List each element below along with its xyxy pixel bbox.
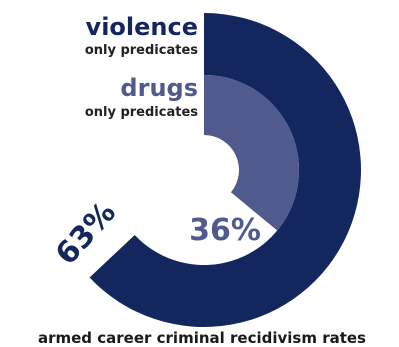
- violence-label: violence: [86, 13, 198, 41]
- drugs-sublabel: only predicates: [85, 105, 198, 120]
- violence-ring: [89, 13, 362, 327]
- drugs-value-label: 36%: [189, 213, 261, 248]
- drugs-label: drugs: [120, 74, 198, 102]
- drugs-ring: [204, 75, 299, 231]
- violence-sublabel: only predicates: [85, 43, 198, 58]
- chart-title: armed career criminal recidivism rates: [38, 329, 366, 347]
